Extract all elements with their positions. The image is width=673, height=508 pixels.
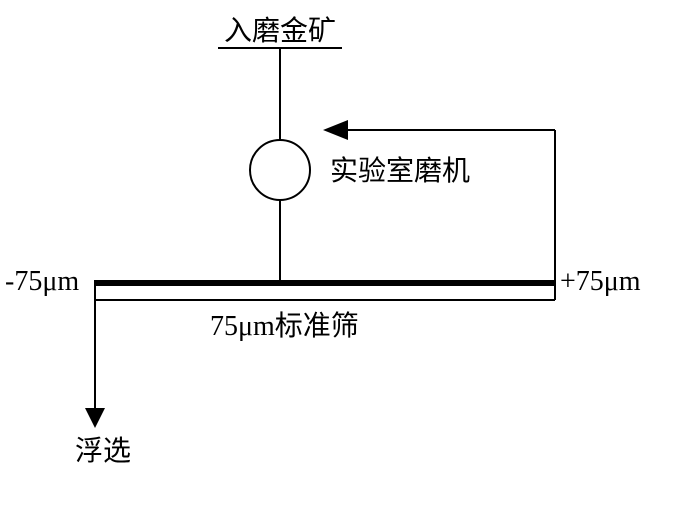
sieve-label: 75μm标准筛	[210, 310, 359, 342]
output-label: 浮选	[75, 435, 131, 467]
arrow-recycle-icon	[323, 120, 348, 140]
input-label: 入磨金矿	[224, 15, 336, 47]
process-diagram: 入磨金矿 实验室磨机 75μm标准筛 -75μm +75μm 浮选	[0, 0, 673, 508]
oversize-label: +75μm	[560, 266, 641, 297]
mill-label: 实验室磨机	[330, 155, 470, 187]
arrow-undersize-icon	[85, 408, 105, 428]
undersize-label: -75μm	[5, 266, 79, 297]
mill-node	[250, 140, 310, 200]
